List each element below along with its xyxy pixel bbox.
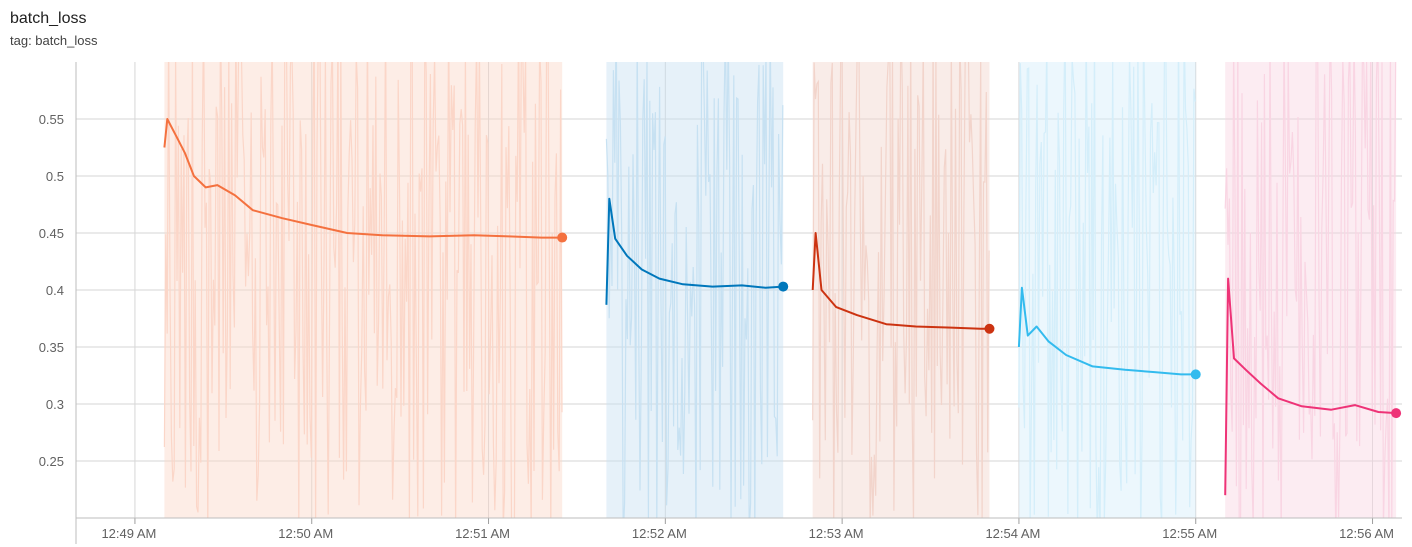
- smoothed-series-5[interactable]: [1224, 277, 1397, 496]
- y-tick-label: 0.55: [39, 112, 64, 127]
- series-end-point-5[interactable]: [1391, 408, 1402, 419]
- chart-card-subtitle: tag: batch_loss: [10, 33, 98, 48]
- x-tick-label: 12:51 AM: [455, 526, 510, 541]
- x-tick-label: 12:53 AM: [809, 526, 864, 541]
- series-end-point-3[interactable]: [984, 323, 995, 334]
- raw-series-5: [1224, 62, 1397, 518]
- series-end-point-2[interactable]: [778, 281, 789, 292]
- y-tick-label: 0.25: [39, 454, 64, 469]
- raw-series-4: [1018, 62, 1196, 518]
- y-tick-label: 0.45: [39, 226, 64, 241]
- smoothed-series-4[interactable]: [1017, 286, 1196, 376]
- y-tick-label: 0.5: [46, 169, 64, 184]
- axes: 0.25 0.3 0.35 0.4 0.45 0.5 0.55 12:49 AM 12:50 A…: [39, 62, 1402, 544]
- y-tick-label: 0.4: [46, 283, 64, 298]
- x-tick-label: 12:56 AM: [1339, 526, 1394, 541]
- smoothed-series-layer: [163, 118, 1397, 496]
- x-tick-label: 12:50 AM: [278, 526, 333, 541]
- series-end-point-1[interactable]: [557, 232, 568, 243]
- smoothed-series-3[interactable]: [811, 232, 990, 330]
- raw-series-1: [163, 62, 563, 518]
- x-tick-label: 12:49 AM: [101, 526, 156, 541]
- y-tick-label: 0.3: [46, 397, 64, 412]
- series-end-point-4[interactable]: [1190, 369, 1201, 380]
- raw-series-2: [605, 62, 784, 518]
- x-tick-label: 12:54 AM: [985, 526, 1040, 541]
- x-tick-label: 12:55 AM: [1162, 526, 1217, 541]
- end-point-layer: [557, 232, 1402, 419]
- y-tick-label: 0.35: [39, 340, 64, 355]
- smoothed-series-2[interactable]: [605, 197, 784, 305]
- raw-series-layer: [163, 62, 1397, 518]
- smoothed-series-1[interactable]: [163, 118, 563, 239]
- chart-card-title: batch_loss: [10, 10, 87, 27]
- x-tick-label: 12:52 AM: [632, 526, 687, 541]
